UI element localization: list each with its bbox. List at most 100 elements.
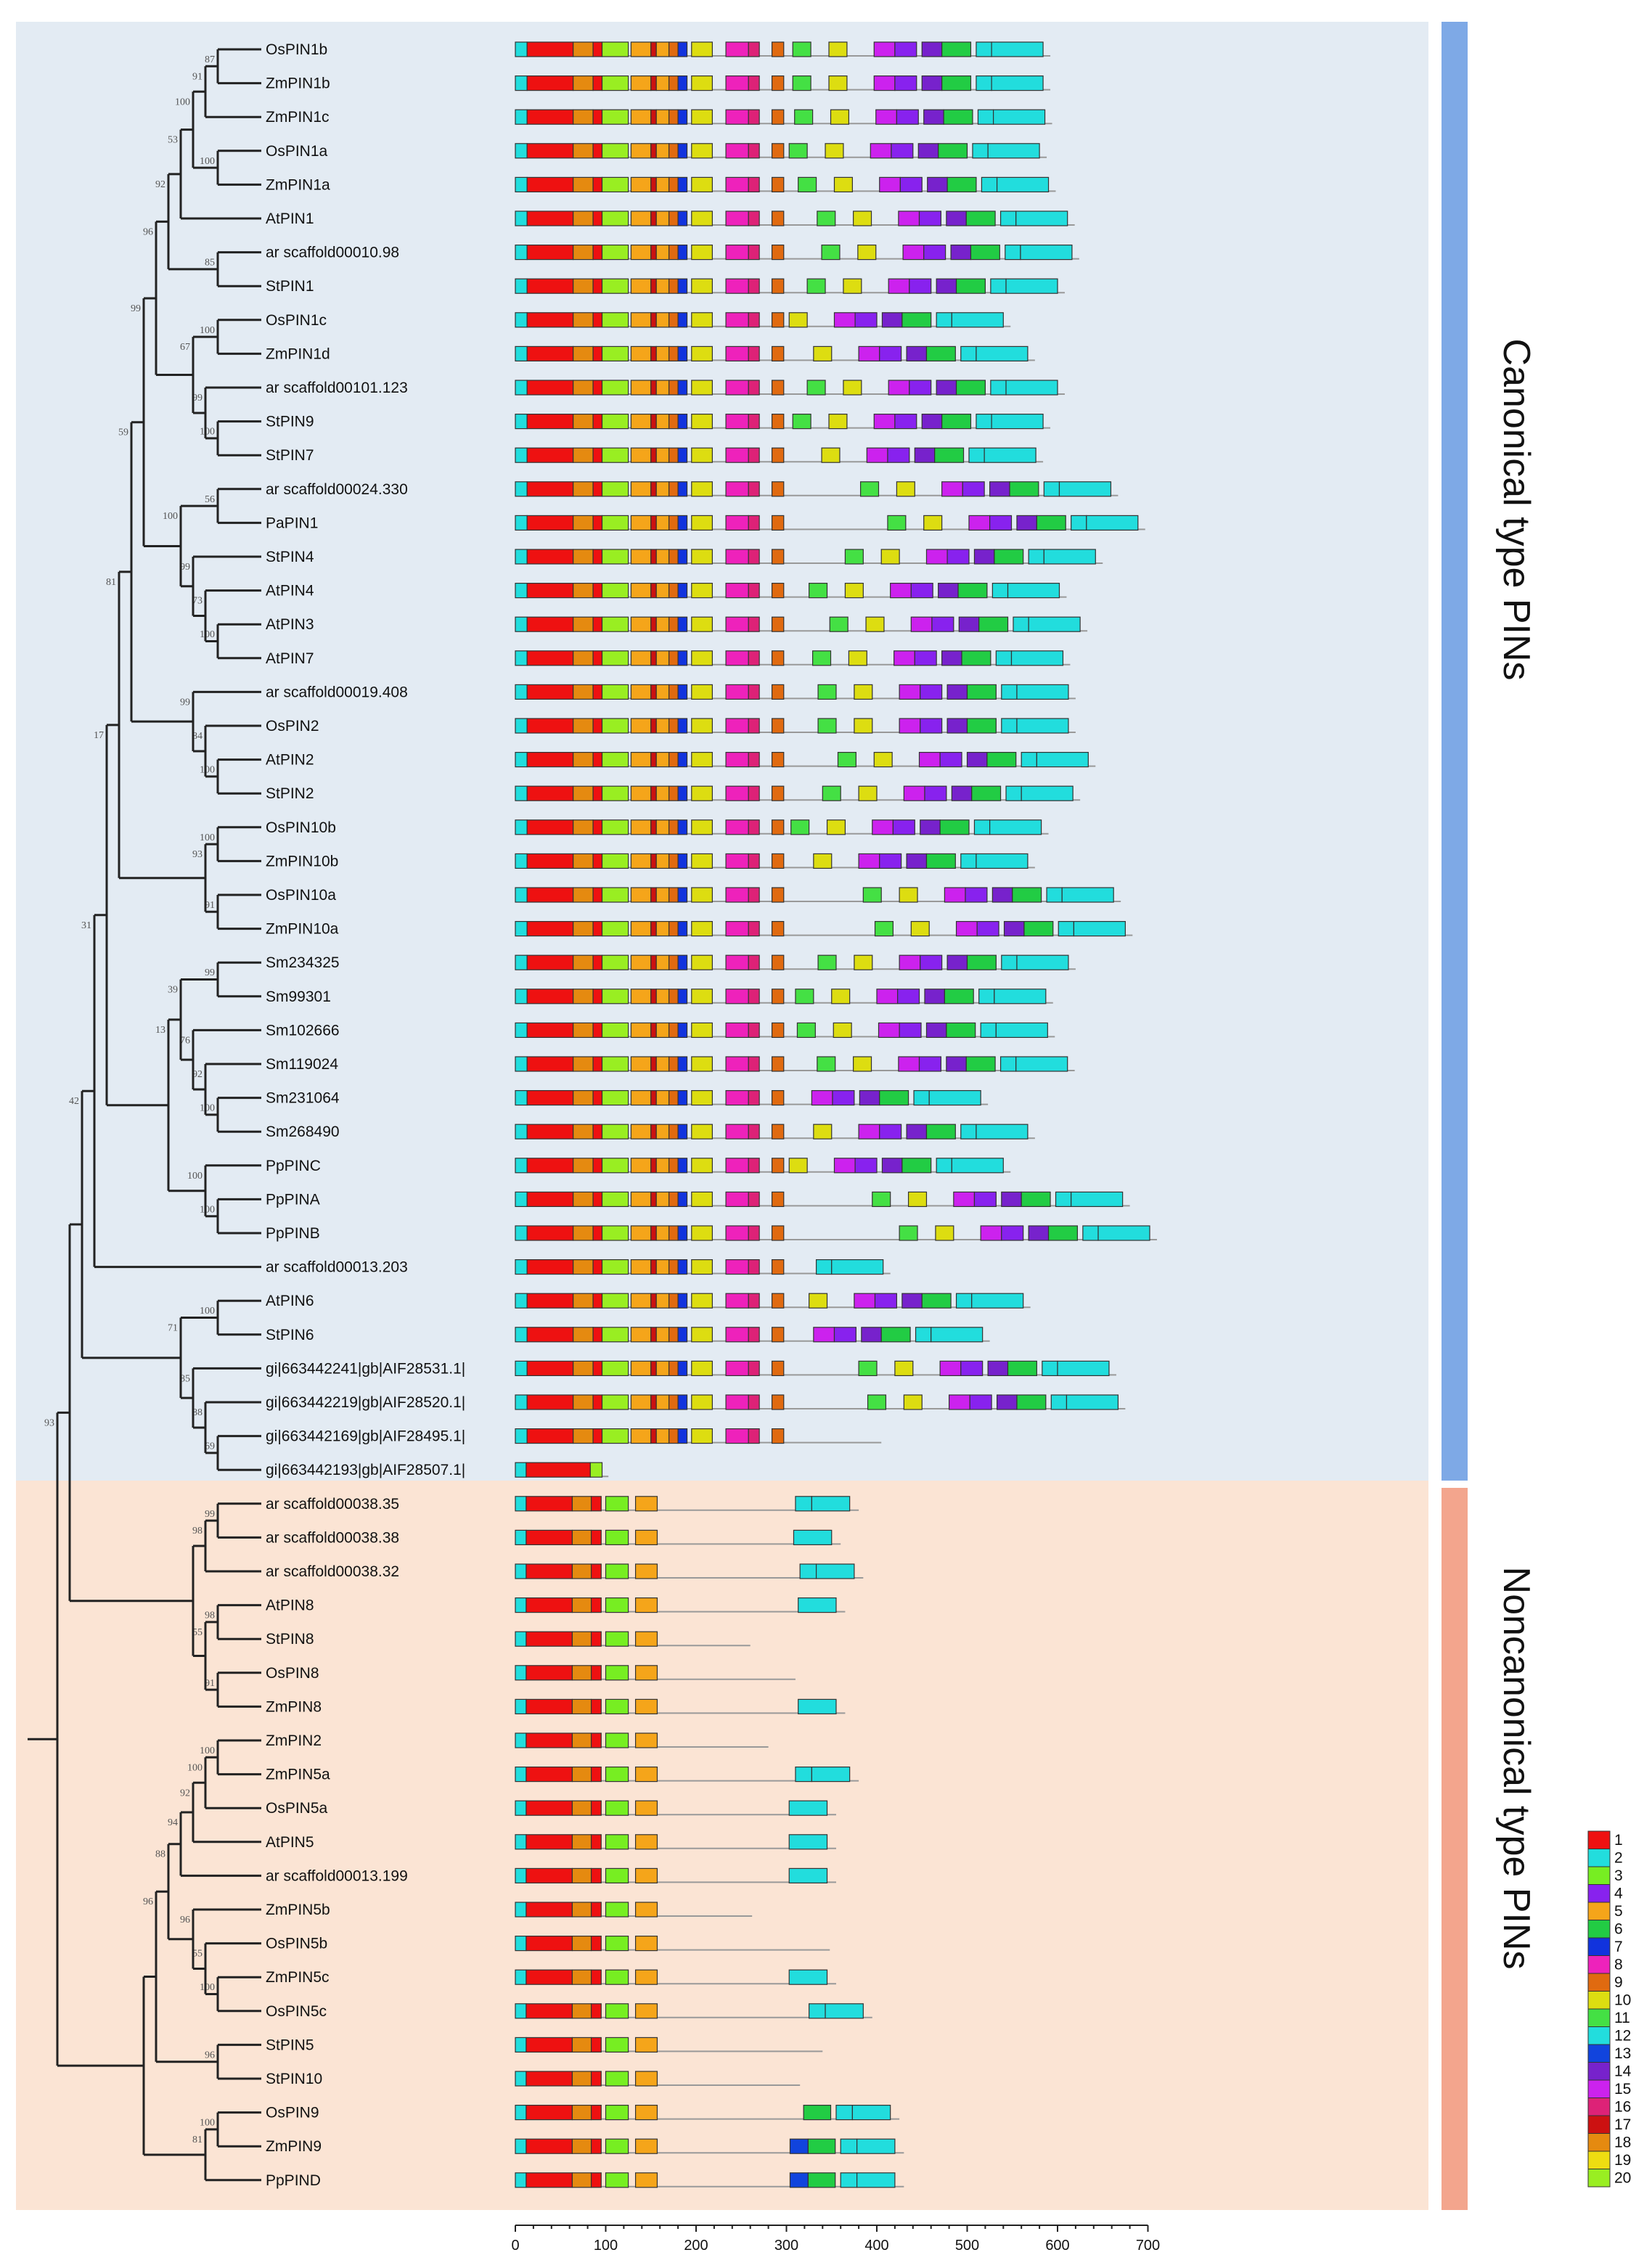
motif-2-box	[788, 1969, 828, 1985]
motif-9-box	[668, 920, 679, 937]
motif-9-box	[668, 616, 679, 632]
motif-5-box	[634, 1936, 658, 1952]
axis-tick-label: 700	[1136, 2238, 1160, 2254]
motif-2-box	[856, 2172, 896, 2188]
motif-1-box	[592, 887, 603, 903]
motif-2-box	[515, 1767, 527, 1783]
motif-6-box	[934, 447, 965, 463]
motif-2-box	[1015, 1056, 1068, 1072]
motif-7-box	[677, 718, 688, 734]
legend-label: 7	[1614, 1939, 1623, 1955]
legend-swatch-11	[1587, 2008, 1611, 2027]
bootstrap-value: 17	[94, 730, 104, 741]
bootstrap-value: 100	[200, 765, 215, 776]
motif-18-box	[571, 2172, 592, 2188]
motif-2-box	[976, 853, 1029, 869]
motif-18-box	[573, 1124, 594, 1139]
taxon-label: PpPINB	[266, 1225, 320, 1242]
motif-2-box	[1005, 278, 1058, 294]
motif-6-box	[965, 210, 996, 226]
legend-label: 19	[1614, 2152, 1631, 2169]
motif-9-box	[668, 650, 679, 666]
motif-12-box	[936, 1158, 952, 1174]
motif-5-box	[634, 1665, 658, 1681]
motif-5-box	[630, 819, 652, 835]
motif-5-box	[630, 785, 652, 801]
motif-10-box	[691, 819, 713, 835]
motif-10-box	[691, 1327, 713, 1343]
motif-16-box	[748, 1394, 760, 1410]
motif-9-box	[771, 785, 785, 801]
motif-20-box	[601, 75, 629, 91]
motif-5-box	[634, 1767, 658, 1783]
motif-5-box	[630, 1327, 652, 1343]
motif-20-box	[601, 954, 629, 970]
motif-15-box	[948, 1394, 970, 1410]
motif-1-box	[592, 1124, 603, 1139]
legend-swatch-15	[1587, 2079, 1611, 2098]
taxon-label: ar scaffold00101.123	[266, 380, 408, 396]
motif-4-box	[931, 616, 954, 632]
motif-20-box	[601, 481, 629, 497]
taxon-label: Sm268490	[266, 1124, 340, 1140]
motif-9-box	[668, 413, 679, 430]
motif-9-box	[771, 1428, 785, 1444]
motif-8-box	[725, 785, 749, 801]
motif-9-box	[771, 954, 785, 970]
motif-16-box	[748, 1428, 760, 1444]
motif-18-box	[573, 245, 594, 261]
motif-7-box	[677, 345, 688, 361]
motif-5-box	[630, 1158, 652, 1174]
motif-6-box	[1021, 1191, 1051, 1208]
motif-12-box	[840, 2172, 858, 2188]
motif-8-box	[725, 481, 749, 497]
taxon-label: ar scaffold00038.32	[266, 1563, 399, 1580]
motif-10-box	[691, 1360, 713, 1377]
motif-1-box	[526, 751, 574, 768]
taxon-label: gi|663442219|gb|AIF28520.1|	[266, 1394, 465, 1411]
motif-5-box	[655, 1360, 670, 1377]
motif-14-box	[901, 1293, 923, 1309]
motif-10-box	[691, 515, 713, 531]
motif-2-box	[1058, 481, 1112, 497]
bootstrap-value: 100	[200, 325, 215, 336]
motif-15-box	[894, 650, 915, 666]
motif-3-box	[605, 1563, 629, 1579]
motif-5-box	[634, 1529, 658, 1545]
motif-17-box	[650, 1293, 657, 1309]
motif-5-box	[630, 582, 652, 599]
axis-tick-label: 0	[511, 2238, 519, 2254]
motif-5-box	[655, 312, 670, 328]
motif-1-box	[590, 1496, 602, 1512]
motif-2-box	[515, 278, 528, 294]
motif-5-box	[655, 1089, 670, 1106]
motif-1-box	[526, 312, 574, 328]
motif-16-box	[748, 380, 760, 396]
motif-4-box	[879, 345, 902, 361]
motif-17-box	[650, 684, 657, 700]
legend-swatch-20	[1587, 2169, 1611, 2188]
motif-2-box	[515, 2105, 527, 2121]
motif-2-box	[1086, 515, 1139, 531]
bootstrap-value: 100	[187, 1171, 203, 1182]
bootstrap-value: 56	[205, 494, 215, 505]
motif-9-box	[668, 1259, 679, 1275]
motif-position-axis: 0 100 200 300 400 500 600 700	[511, 2225, 1160, 2254]
motif-10-box	[844, 582, 864, 599]
motif-7-box	[677, 278, 688, 294]
motif-2-box	[1043, 549, 1096, 565]
motif-18-box	[573, 887, 594, 903]
motif-7-box	[677, 1327, 688, 1343]
motif-14-box	[946, 1056, 967, 1072]
motif-18-box	[571, 1936, 592, 1952]
motif-3-box	[605, 1936, 629, 1952]
motif-1-box	[590, 2003, 602, 2019]
taxon-label: OsPIN5a	[266, 1800, 328, 1817]
motif-14-box	[946, 718, 968, 734]
motif-16-box	[748, 312, 760, 328]
motif-6-box	[965, 1056, 996, 1072]
bootstrap-value: 99	[192, 393, 203, 404]
motif-tracks	[515, 41, 1157, 2188]
motif-18-box	[571, 1631, 592, 1647]
motif-10-box	[873, 751, 893, 768]
